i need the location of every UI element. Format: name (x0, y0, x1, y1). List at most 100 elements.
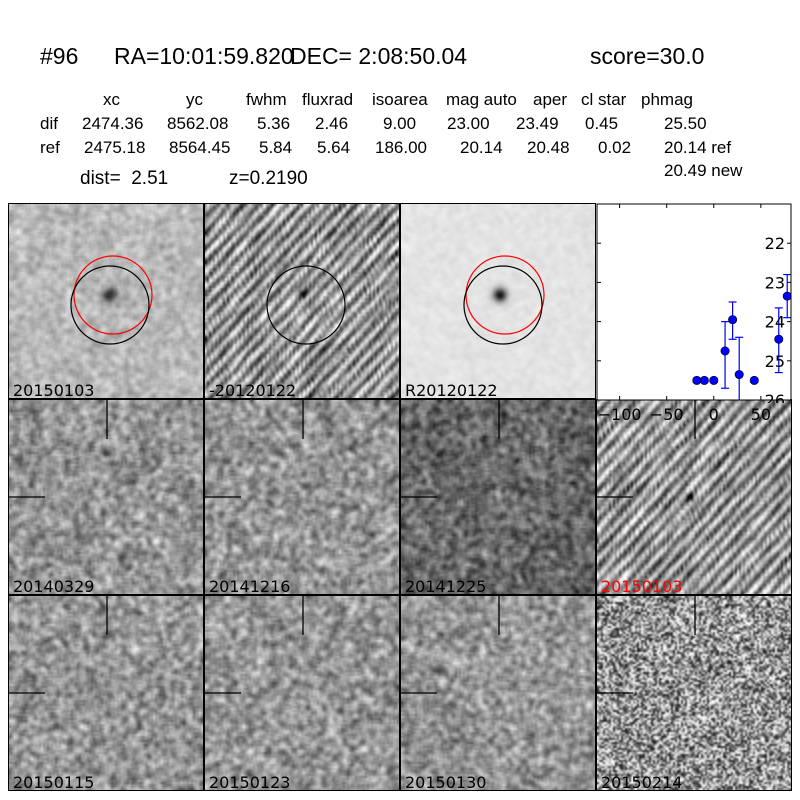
cell: 2475.18 (84, 138, 146, 157)
stamp-date-label: -20120122 (209, 381, 297, 399)
black-aperture-circle (266, 265, 346, 345)
row-label: dif (40, 114, 58, 133)
data-point-group (749, 375, 759, 385)
stamp-image (401, 204, 595, 398)
y-tick-label: 24 (765, 313, 785, 332)
data-point (734, 370, 744, 380)
stamp-date-label: 20150103 (13, 381, 95, 399)
cell: 8564.45 (169, 138, 231, 157)
data-point-group (720, 320, 730, 389)
x-tick-label: 0 (709, 405, 719, 424)
cell: 20.14 ref (664, 138, 732, 157)
stamp-overlay (9, 400, 108, 498)
data-point-group (692, 375, 702, 385)
stamp-overlay (597, 400, 696, 498)
cell: 9.00 (383, 114, 417, 133)
cell: 0.45 (585, 114, 619, 133)
data-point (782, 291, 791, 301)
image-stamp: 20141216 (204, 399, 400, 595)
x-axis-labels: −100 −50 0 50 (598, 405, 771, 424)
data-point-group (774, 307, 784, 374)
data-point-group (709, 375, 719, 385)
stamp-overlay (205, 596, 304, 694)
x-tick-label: 50 (751, 405, 771, 424)
stamp-date-label: 20150115 (13, 773, 95, 791)
cell: 2474.36 (82, 114, 144, 133)
col-header: mag auto (446, 90, 517, 109)
cell: 25.50 (664, 114, 707, 133)
stamp-overlay (266, 265, 346, 345)
image-stamp: 20150115 (8, 595, 204, 791)
candidate-id: #96 (40, 43, 79, 69)
dec-value: DEC= 2:08:50.04 (290, 43, 468, 69)
plot-background (597, 204, 791, 400)
cell: 186.00 (375, 138, 427, 157)
light-curve-plot: 22 23 24 25 26 (596, 203, 792, 403)
stamp-overlay (597, 596, 696, 694)
stamp-overlay (70, 255, 153, 345)
col-header: xc (103, 90, 120, 109)
col-header: yc (186, 90, 203, 109)
col-header: aper (533, 90, 568, 109)
plot-frame (596, 203, 792, 401)
x-tick-label: −100 (598, 405, 642, 424)
cell: 23.49 (516, 114, 559, 133)
y-tick-label: 26 (765, 391, 785, 403)
black-aperture-circle (463, 265, 543, 345)
data-point-group (728, 301, 738, 340)
col-header: fwhm (246, 90, 287, 109)
stamp-date-label: 20150103 (601, 577, 683, 595)
data-point-group (699, 375, 709, 385)
data-point (709, 375, 719, 385)
row-label: ref (40, 138, 60, 157)
data-point (749, 375, 759, 385)
y-tick-label: 25 (765, 352, 785, 371)
new-phmag: 20.49 new (664, 161, 743, 180)
stamp-date-label: 20141225 (405, 577, 487, 595)
black-aperture-circle (70, 265, 150, 345)
image-stamp: R20120122 (400, 203, 596, 399)
col-header: fluxrad (302, 90, 354, 109)
image-stamp: -20120122 (204, 203, 400, 399)
image-stamp: 20141225 (400, 399, 596, 595)
image-stamp: 20150103 (596, 399, 792, 595)
data-point (699, 375, 709, 385)
stamp-date-label: 20140329 (13, 577, 95, 595)
data-point-group (734, 336, 744, 400)
redshift-value: z=0.2190 (229, 168, 308, 189)
data-point (720, 346, 730, 356)
cell: 5.64 (317, 138, 351, 157)
red-aperture-circle (465, 255, 545, 335)
stamp-overlay (205, 400, 304, 498)
stamp-image (205, 204, 399, 398)
col-header: isoarea (372, 90, 428, 109)
stamp-date-label: 20141216 (209, 577, 291, 595)
cell: 2.46 (315, 114, 349, 133)
col-header: phmag (641, 90, 693, 109)
cell: 23.00 (447, 114, 490, 133)
stamp-overlay (9, 596, 108, 694)
x-tick-label: −50 (650, 405, 684, 424)
stamp-date-label: 20150123 (209, 773, 291, 791)
data-point (692, 375, 702, 385)
stamp-overlay (401, 400, 500, 498)
image-stamp: 20150103 (8, 203, 204, 399)
data-point-group (782, 273, 791, 319)
image-stamp: 20150214 (596, 595, 792, 791)
cell: 8562.08 (167, 114, 229, 133)
dist-value: dist= 2.51 (80, 168, 169, 189)
data-point (774, 334, 784, 344)
cell: 5.36 (257, 114, 291, 133)
red-aperture-circle (73, 255, 153, 335)
image-stamp: 20140329 (8, 399, 204, 595)
cell: 20.14 (460, 138, 503, 157)
stamp-overlay (463, 255, 545, 345)
image-stamp: 20150130 (400, 595, 596, 791)
stamp-image (9, 204, 203, 398)
cell: 5.84 (259, 138, 293, 157)
y-tick-label: 23 (765, 273, 785, 292)
col-header: cl star (581, 90, 627, 109)
score-value: score=30.0 (590, 43, 705, 69)
stamp-overlay (401, 596, 500, 694)
stamp-date-label: 20150130 (405, 773, 487, 791)
